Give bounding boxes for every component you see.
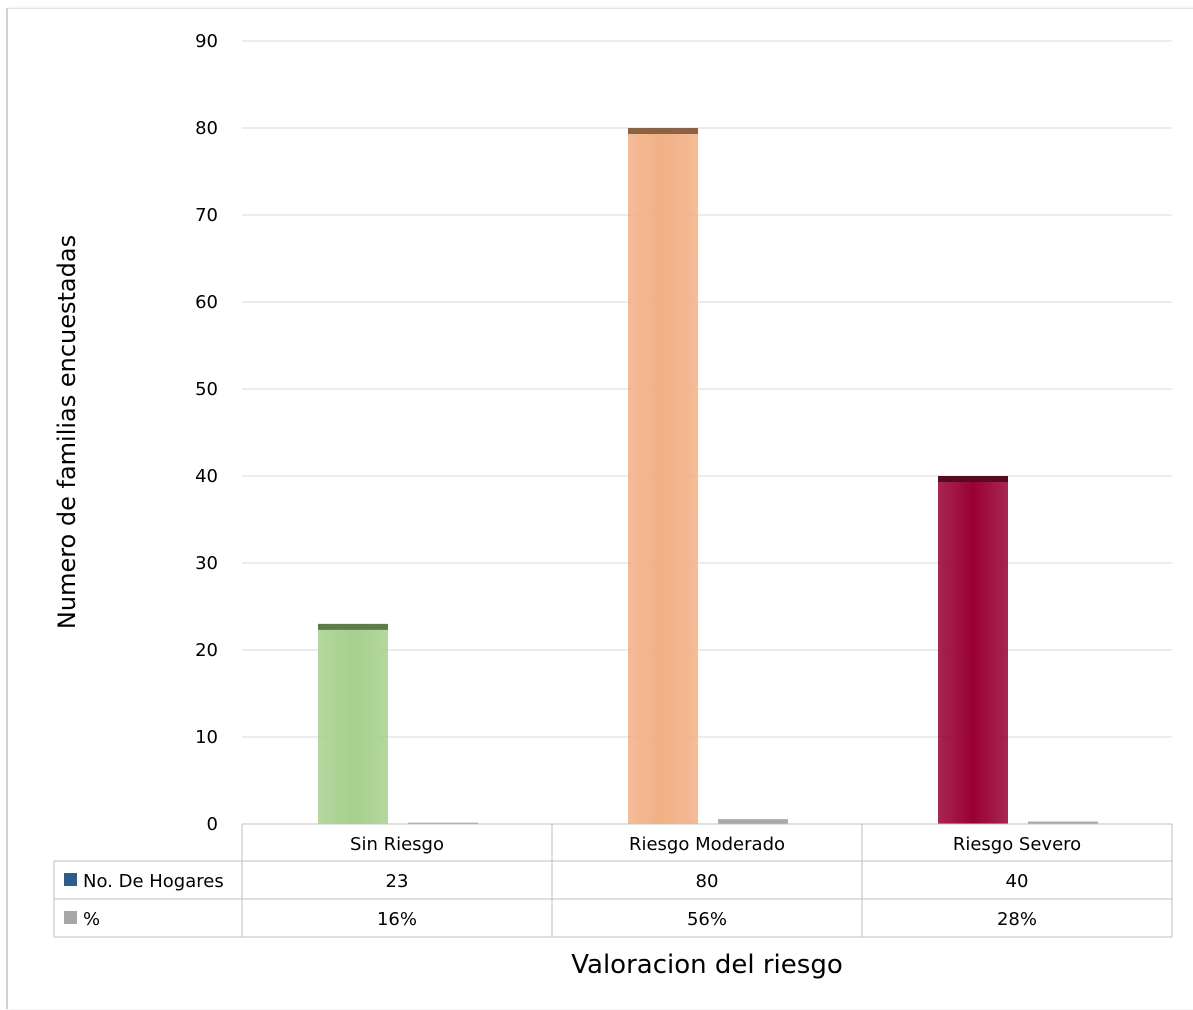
category-label: Riesgo Severo: [953, 834, 1081, 855]
y-tick-label: 10: [195, 727, 218, 748]
bar-no-de-hogares: [318, 623, 388, 824]
y-tick-label: 50: [195, 379, 218, 400]
data-label: 80: [696, 871, 719, 892]
y-tick-label: 20: [195, 640, 218, 661]
bar-top-edge: [938, 476, 1008, 482]
y-axis-ticks: 0 10 20 30 40 50 60 70 80 90: [195, 31, 218, 835]
data-label: 56%: [687, 909, 727, 930]
data-label: 28%: [997, 909, 1037, 930]
x-axis-title: Valoracion del riesgo: [571, 950, 842, 980]
bar-no-de-hogares: [628, 128, 698, 824]
bar-top-edge: [318, 623, 388, 630]
data-label: 23: [386, 871, 409, 892]
gridlines: [242, 40, 1172, 738]
category-label: Sin Riesgo: [350, 834, 444, 855]
legend-series-label: No. De Hogares: [83, 871, 224, 892]
y-tick-label: 60: [195, 292, 218, 313]
bar-percent: [718, 819, 788, 824]
bars: [318, 128, 1098, 824]
data-table: Sin Riesgo Riesgo Moderado Riesgo Severo No…: [53, 823, 1173, 938]
data-label: 40: [1006, 871, 1029, 892]
bar-percent: [1028, 821, 1098, 824]
y-tick-label: 90: [195, 31, 218, 52]
y-tick-label: 70: [195, 205, 218, 226]
legend-key: [64, 873, 77, 886]
category-label: Riesgo Moderado: [629, 834, 785, 855]
bar-percent: [408, 822, 478, 824]
bar-no-de-hogares: [938, 476, 1008, 824]
legend-key: [64, 911, 77, 924]
y-axis-title: Numero de familias encuestadas: [53, 235, 81, 629]
y-tick-label: 40: [195, 466, 218, 487]
data-label: 16%: [377, 909, 417, 930]
bar-top-edge: [628, 128, 698, 134]
y-tick-label: 30: [195, 553, 218, 574]
legend-series-label: %: [83, 909, 100, 930]
y-tick-label: 0: [207, 814, 218, 835]
y-tick-label: 80: [195, 118, 218, 139]
